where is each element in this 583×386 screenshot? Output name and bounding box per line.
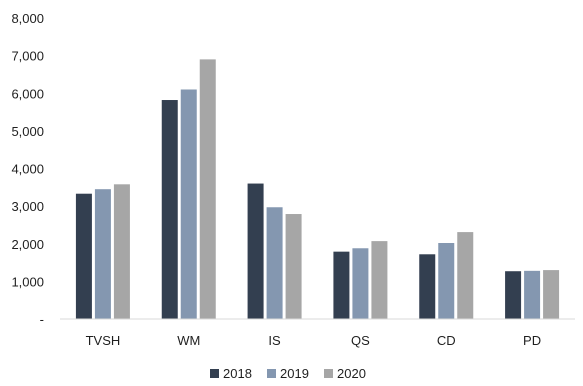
bar-tvsh-2018 (75, 193, 92, 319)
bar-is-2018 (247, 183, 264, 319)
bars-group (75, 59, 560, 320)
y-tick-label: 4,000 (11, 162, 44, 177)
x-tick-label: TVSH (86, 333, 121, 348)
bar-pd-2020 (543, 270, 560, 319)
bar-cd-2020 (457, 232, 474, 319)
y-axis-ticks: - 1,000 2,000 3,000 4,000 5,000 6,000 7,000 8,00… (11, 11, 44, 327)
legend-label-2018: 2018 (223, 366, 252, 381)
bar-wm-2018 (161, 100, 178, 320)
y-tick-label: 1,000 (11, 274, 44, 289)
bar-qs-2018 (333, 251, 350, 319)
y-tick-label: 5,000 (11, 124, 44, 139)
bar-is-2020 (285, 214, 302, 319)
y-tick-label: 8,000 (11, 11, 44, 26)
legend: 2018 2019 2020 (210, 366, 366, 381)
bar-is-2019 (266, 207, 283, 319)
bar-pd-2019 (524, 270, 541, 319)
legend-label-2019: 2019 (280, 366, 309, 381)
bar-qs-2019 (352, 248, 369, 319)
legend-swatch-2018 (210, 369, 219, 378)
legend-swatch-2019 (267, 369, 276, 378)
legend-swatch-2020 (324, 369, 333, 378)
y-tick-label: - (40, 312, 44, 327)
bar-cd-2019 (438, 242, 455, 319)
y-tick-label: 6,000 (11, 86, 44, 101)
x-tick-label: IS (268, 333, 281, 348)
x-tick-label: CD (437, 333, 456, 348)
bar-wm-2019 (180, 89, 197, 319)
x-tick-label: PD (523, 333, 541, 348)
bar-wm-2020 (199, 59, 216, 319)
y-tick-label: 2,000 (11, 237, 44, 252)
bar-tvsh-2019 (94, 189, 111, 319)
x-axis-ticks: TVSH WM IS QS CD PD (86, 333, 542, 348)
bar-cd-2018 (419, 254, 436, 319)
y-tick-label: 3,000 (11, 199, 44, 214)
bar-qs-2020 (371, 241, 388, 319)
x-tick-label: QS (351, 333, 370, 348)
y-tick-label: 7,000 (11, 49, 44, 64)
x-tick-label: WM (177, 333, 200, 348)
bar-tvsh-2020 (113, 184, 130, 319)
legend-label-2020: 2020 (337, 366, 366, 381)
bar-pd-2018 (505, 271, 522, 319)
